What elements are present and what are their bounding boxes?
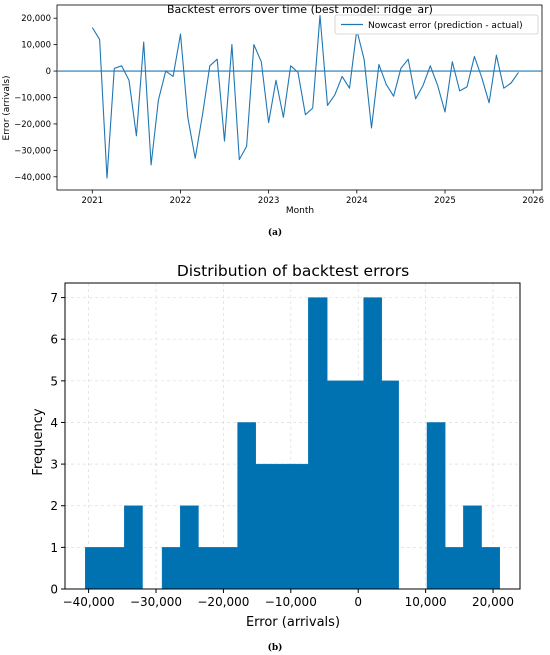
caption-a: (a) [268,227,282,238]
x-axis-label: Month [286,206,314,216]
y-axis-ticks: 20,000 10,000 0 −10,000 −20,000 −30,000 −40,00… [14,14,57,183]
y-axis-label: Error (arrivals) [2,75,12,140]
legend: Nowcast error (prediction - actual) [334,14,539,35]
histogram-bar [291,463,309,590]
y-tick-label: 1 [50,541,58,555]
x-tick-label: −30,000 [130,595,182,609]
y-axis-label: Frequency [31,408,46,475]
histogram-bar [273,463,292,590]
plot-frame [64,282,521,590]
y-tick-label: 10,000 [21,41,51,51]
histogram-bar [161,547,181,590]
histogram-bar [180,505,199,590]
histogram-bar [444,547,464,590]
histogram-bar [198,547,217,590]
legend-box [334,14,539,35]
histogram-bar [255,463,275,590]
y-tick-label: 2 [50,499,58,513]
x-axis-label: Error (arrivals) [246,615,340,630]
x-tick-label: 2023 [258,196,280,206]
chart-title: Distribution of backtest errors [177,262,409,280]
histogram-bar [426,422,446,590]
histogram-bar [124,505,143,590]
y-axis-ticks: 0 1 2 3 4 5 6 7 [50,291,65,597]
x-tick-label: 20,000 [472,595,514,609]
x-tick-label: −20,000 [197,595,249,609]
legend-label: Nowcast error (prediction - actual) [368,21,523,31]
caption-b: (b) [268,642,283,653]
plot-area [64,282,521,590]
y-tick-label: 0 [46,67,51,77]
y-tick-label: 0 [50,583,58,597]
histogram-bar [216,547,238,590]
histogram-bar [481,547,500,590]
x-tick-label: 2022 [170,196,192,206]
y-tick-label: 7 [50,291,58,305]
y-tick-label: 5 [50,374,58,388]
x-tick-label: −40,000 [63,595,115,609]
y-tick-label: 20,000 [21,14,51,24]
x-tick-label: 2025 [434,196,456,206]
x-tick-label: 2026 [522,196,544,206]
y-tick-label: −20,000 [14,120,51,130]
histogram-bar [463,505,482,590]
y-tick-label: −30,000 [14,146,51,156]
line-chart-backtest-errors: Backtest errors over time (best model: r… [2,3,544,238]
y-tick-label: 3 [50,458,58,472]
histogram-bar [107,547,125,590]
series-line-nowcast-error [91,15,519,179]
histogram-bar [308,297,328,590]
histogram-bar [345,380,364,590]
x-tick-label: 10,000 [405,595,447,609]
x-axis-ticks: −40,000 −30,000 −20,000 −10,000 0 10,000 20,00… [63,589,514,609]
x-axis-ticks: 2021 2022 2023 2024 2025 2026 [81,190,544,206]
y-tick-label: −10,000 [14,94,51,104]
data-series [57,15,542,179]
histogram-backtest-errors: Distribution of backtest errors 0 1 2 3 4 5 6 7… [31,262,521,653]
histogram-bar [381,380,399,590]
histogram-bars [85,297,500,590]
histogram-bar [85,547,108,590]
x-tick-label: 2021 [81,196,103,206]
x-tick-label: 2024 [346,196,368,206]
histogram-bar [363,297,383,590]
x-tick-label: −10,000 [265,595,317,609]
x-tick-label: 0 [354,595,362,609]
chart-title: Backtest errors over time (best model: r… [167,3,433,16]
histogram-bar [327,380,346,590]
histogram-bar [237,422,256,590]
y-tick-label: 4 [50,416,58,430]
y-tick-label: −40,000 [14,173,51,183]
y-tick-label: 6 [50,333,58,347]
